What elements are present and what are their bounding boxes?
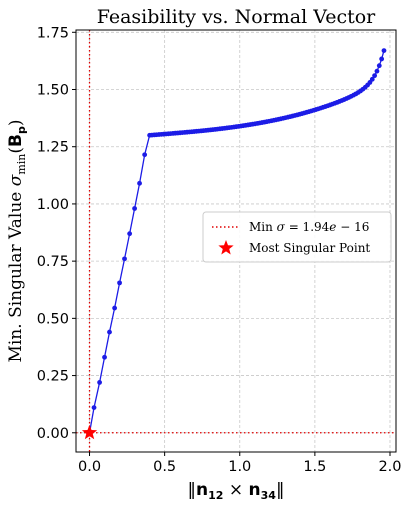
x-tick-label: 1.0 (228, 459, 251, 475)
x-label-n12: n (196, 480, 208, 500)
legend-min-prefix: Min (249, 220, 277, 234)
data-point (112, 305, 118, 311)
x-tick-label: 0.0 (78, 459, 101, 475)
data-point (102, 354, 107, 360)
y-tick-label: 1.75 (37, 25, 69, 41)
data-point (381, 48, 387, 53)
data-point (117, 280, 122, 286)
data-point (132, 206, 137, 211)
y-label-sub: min (15, 154, 28, 175)
x-label-suffix: ‖ (276, 480, 285, 500)
legend-min-eq: = 1.94 (285, 220, 330, 234)
y-tick-label: 0.75 (37, 254, 69, 270)
plot-frame (75, 29, 397, 453)
most-singular-star (81, 424, 98, 440)
x-axis-label: ‖n12 × n34‖ (188, 480, 285, 502)
x-tick-label: 0.5 (153, 459, 176, 475)
x-label-times: × (223, 480, 248, 500)
legend-entry-min-sigma: Min σ = 1.94e − 16 (249, 220, 369, 234)
x-tick-label: 2.0 (378, 459, 401, 475)
y-tick-label: 1.25 (37, 140, 69, 156)
data-point (127, 231, 133, 237)
x-tick-label: 1.5 (303, 459, 326, 475)
data-point (142, 152, 148, 158)
data-point (376, 63, 382, 69)
x-axis-ticks: 0.0 0.5 1.0 1.5 2.0 (78, 452, 402, 475)
data-point (107, 329, 112, 335)
chart-title: Feasibility vs. Normal Vector (97, 6, 376, 28)
markers (81, 424, 98, 440)
data-point (369, 76, 375, 82)
y-tick-label: 0.00 (37, 426, 69, 442)
y-label-close: ) (6, 119, 26, 126)
data-point (97, 380, 102, 385)
y-axis-label: Min. Singular Value σmin(Bp) (6, 119, 28, 362)
y-label-sigma: σ (6, 174, 26, 186)
y-tick-label: 1.00 (37, 197, 69, 213)
y-tick-label: 0.25 (37, 369, 69, 385)
y-label-p: p (15, 126, 28, 134)
y-axis-ticks: 0.00 0.25 0.50 0.75 1.00 1.25 1.50 1.75 (37, 25, 76, 442)
legend-min-sigma: σ (277, 220, 286, 234)
reference-lines (76, 30, 396, 452)
data-point (372, 73, 378, 79)
x-label-n34: n (249, 480, 261, 500)
data-point (91, 405, 97, 411)
y-label-text: Min. Singular Value (6, 186, 26, 362)
x-label-sub12: 12 (208, 489, 223, 502)
y-tick-label: 1.50 (37, 83, 69, 99)
y-label-open: ( (6, 147, 26, 154)
legend: Min σ = 1.94e − 16 Most Singular Point (202, 211, 392, 263)
legend-entry-most-singular: Most Singular Point (249, 241, 370, 255)
legend-min-e: e (329, 220, 336, 234)
data-point (137, 180, 142, 186)
data-point (122, 256, 127, 262)
legend-star-swatch (218, 240, 234, 255)
data-point (379, 56, 385, 62)
legend-min-rest: − 16 (336, 220, 369, 234)
y-label-B: B (6, 134, 26, 147)
data-point (374, 68, 380, 74)
x-label-sub34: 34 (261, 489, 277, 502)
y-tick-label: 0.50 (37, 311, 69, 327)
legend-box (202, 211, 392, 263)
x-label-prefix: ‖ (188, 480, 197, 500)
